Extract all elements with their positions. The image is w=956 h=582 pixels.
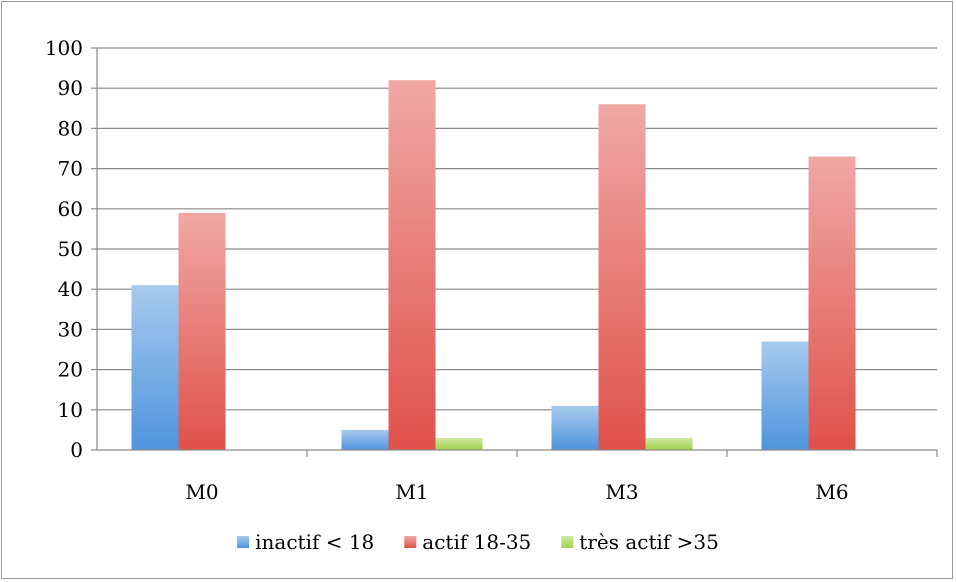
bar-m3-series-1 xyxy=(551,405,599,450)
x-category-label: M0 xyxy=(185,480,218,504)
bar-m1-series-3 xyxy=(435,437,483,450)
x-axis-labels: M0 M1 M3 M6 xyxy=(185,480,848,504)
x-category-label: M6 xyxy=(815,480,848,504)
y-tick-label: 70 xyxy=(58,157,83,181)
y-tick-label: 80 xyxy=(58,116,83,140)
legend-swatch xyxy=(404,536,417,548)
bar-m0-series-2 xyxy=(178,212,226,450)
legend-label: inactif < 18 xyxy=(255,530,374,554)
y-tick-label: 30 xyxy=(58,317,83,341)
bar-m3-series-3 xyxy=(645,437,693,450)
legend-label: très actif >35 xyxy=(579,530,719,554)
y-axis-ticks: 0 10 20 30 40 50 60 70 80 90 100 xyxy=(45,36,97,462)
x-category-label: M1 xyxy=(395,480,428,504)
bar-m6-series-1 xyxy=(761,341,809,450)
legend-label: actif 18-35 xyxy=(422,530,531,554)
gridlines xyxy=(97,47,937,411)
bar-m1-series-1 xyxy=(341,429,389,450)
y-tick-label: 90 xyxy=(58,76,83,100)
y-tick-label: 50 xyxy=(58,237,83,261)
y-tick-label: 40 xyxy=(58,277,83,301)
x-category-label: M3 xyxy=(605,480,638,504)
legend-swatch xyxy=(237,536,250,548)
bar-m1-series-2 xyxy=(388,80,436,450)
legend-swatch xyxy=(561,536,574,548)
bar-m0-series-1 xyxy=(131,285,179,450)
bars xyxy=(131,80,856,451)
y-tick-label: 60 xyxy=(58,197,83,221)
y-tick-label: 0 xyxy=(70,438,83,462)
axes xyxy=(96,48,938,457)
legend: inactif < 18 actif 18-35 très actif >35 xyxy=(237,530,719,554)
y-tick-label: 10 xyxy=(58,398,83,422)
y-tick-label: 20 xyxy=(58,358,83,382)
bar-m6-series-2 xyxy=(808,156,856,451)
y-tick-label: 100 xyxy=(45,36,83,60)
bar-m3-series-2 xyxy=(598,104,646,450)
